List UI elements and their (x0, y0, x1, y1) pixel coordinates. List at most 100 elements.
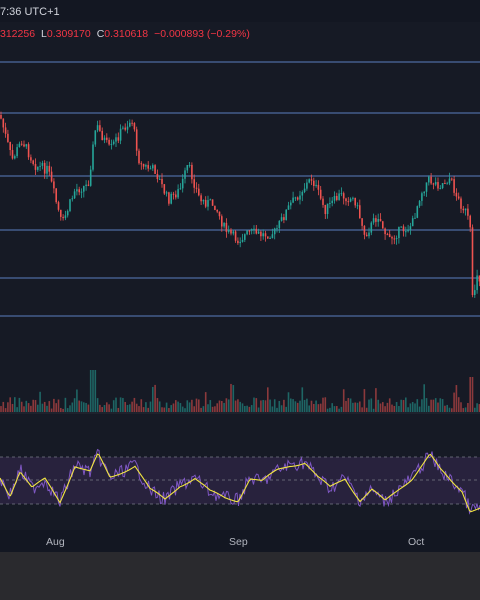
candle-body (184, 170, 186, 179)
volume-bar (124, 401, 126, 412)
volume-bar (30, 405, 32, 412)
candle-body (50, 171, 53, 182)
volume-bar (370, 398, 373, 412)
candle-body (154, 165, 156, 174)
candle-body (145, 165, 147, 167)
volume-bar (204, 392, 207, 412)
volume-bar (191, 399, 193, 412)
candle-body (30, 157, 32, 161)
volume-bar (198, 399, 200, 412)
session-clock: 7:36 UTC+1 (0, 6, 60, 18)
pane-separator[interactable] (0, 412, 480, 414)
volume-bar (464, 407, 467, 412)
candle-body (299, 195, 301, 200)
volume-bar (276, 407, 278, 412)
candle-body (255, 228, 258, 234)
candle-body (310, 179, 313, 181)
candle-body (455, 192, 458, 197)
price-levels (0, 61, 480, 317)
ohlc-change-value: −0.000893 (−0.29%) (154, 28, 250, 40)
volume-bar (147, 407, 149, 412)
candle-body (423, 191, 425, 194)
volume-bar (455, 385, 458, 412)
candle-body (152, 165, 154, 169)
candle-body (202, 199, 205, 202)
candle-body (280, 217, 283, 221)
volume-bar (402, 400, 405, 412)
volume-bar (133, 397, 136, 412)
candle-body (319, 189, 322, 199)
volume-bar (239, 401, 241, 412)
volume-bar (296, 402, 299, 412)
volume-bar (165, 402, 168, 412)
volume-bar (269, 399, 271, 412)
volume-bar (126, 404, 129, 412)
volume-bar (372, 408, 375, 412)
candle-body (377, 219, 379, 222)
volume-bar (405, 397, 407, 412)
volume-bar (71, 402, 74, 412)
ohlc-legend: 312256 L0.309170 C0.310618 −0.000893 (−0.29… (0, 28, 256, 40)
candle-body (57, 202, 60, 210)
volume-bar (202, 406, 205, 412)
candle-body (246, 230, 248, 235)
candle-body (434, 182, 437, 185)
volume-bar (129, 404, 131, 412)
candle-body (41, 162, 44, 166)
volume-bar (319, 403, 322, 412)
candle-body (349, 198, 352, 202)
candle-body (96, 125, 99, 131)
volume-bar (92, 370, 94, 412)
candle-body (117, 137, 120, 141)
candle-body (119, 128, 122, 141)
candle-body (345, 198, 347, 202)
volume-bar (209, 400, 212, 412)
candle-body (448, 178, 451, 184)
candle-body (478, 275, 480, 282)
candle-body (471, 227, 474, 296)
candle-body (405, 231, 407, 233)
candle-body (23, 144, 25, 147)
volume-bar (188, 402, 191, 412)
volume-bar (467, 403, 469, 412)
volume-bar (340, 406, 343, 412)
volume-bar (110, 408, 113, 412)
volume-bar (253, 397, 255, 412)
candle-body (439, 188, 442, 190)
volume-bar (471, 377, 474, 412)
volume-bar (96, 398, 99, 412)
candle-body (64, 215, 67, 219)
volume-bar (83, 402, 85, 412)
volume-bar (237, 399, 239, 412)
candle-body (39, 165, 41, 167)
price-chart-canvas[interactable] (0, 0, 480, 530)
volume-bar (287, 392, 290, 412)
candle-body (267, 236, 269, 239)
time-axis[interactable]: Aug Sep Oct (0, 530, 480, 552)
volume-bar (285, 406, 287, 412)
volume-bar (248, 406, 251, 412)
volume-bar (158, 401, 161, 412)
candle-body (294, 197, 297, 199)
candle-body (313, 180, 315, 186)
candle-body (352, 197, 354, 199)
candle-body (193, 179, 195, 188)
chart-top-header: 7:36 UTC+1 (0, 0, 480, 22)
candle-body (209, 199, 212, 201)
candle-body (200, 195, 202, 202)
volume-bar (41, 403, 44, 412)
volume-bar (175, 400, 177, 412)
volume-bar (446, 404, 448, 412)
ohlc-low-value: 0.309170 (46, 28, 91, 40)
volume-bar (50, 408, 53, 412)
candle-body (331, 200, 333, 204)
volume-bar (122, 397, 124, 412)
volume-bar (313, 403, 315, 412)
candle-body (115, 137, 117, 142)
candle-body (372, 218, 375, 223)
candle-body (232, 231, 235, 234)
volume-bar (469, 377, 471, 412)
candle-body (407, 229, 409, 232)
volume-bar (359, 401, 361, 412)
candle-body (370, 222, 373, 233)
